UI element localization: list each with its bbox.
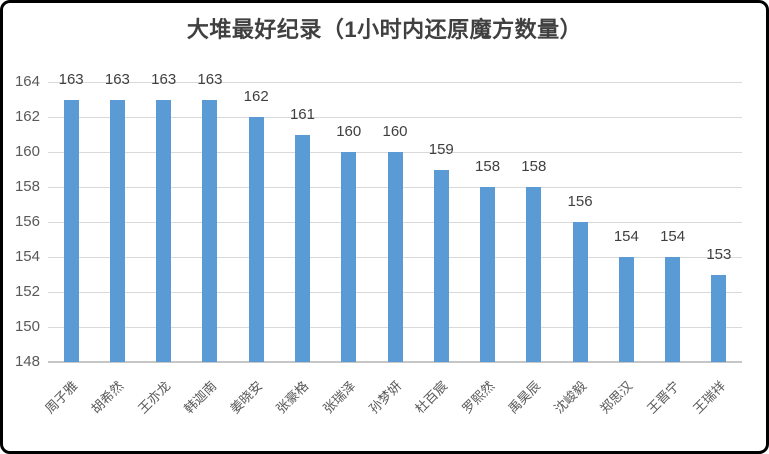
bar <box>294 134 310 362</box>
chart-title: 大堆最好纪录（1小时内还原魔方数量） <box>186 17 583 42</box>
y-axis-tick-label: 160 <box>14 143 40 160</box>
bar <box>711 274 727 362</box>
bar-value-label: 163 <box>104 70 130 88</box>
y-axis-tick-label: 158 <box>14 178 40 195</box>
bar <box>480 187 496 362</box>
bar-value-label: 154 <box>660 228 686 245</box>
bar <box>341 152 357 362</box>
bar-value-label: 154 <box>613 228 639 245</box>
y-axis-tick-label: 156 <box>14 213 40 230</box>
y-axis-tick-label: 162 <box>14 108 40 125</box>
gridline <box>48 82 742 83</box>
y-axis-tick-label: 164 <box>14 73 40 90</box>
bar-value-label: 160 <box>382 123 408 140</box>
y-axis-tick-label: 150 <box>14 318 40 335</box>
bar <box>109 99 125 362</box>
gridline <box>48 117 742 118</box>
bar <box>387 152 403 362</box>
bar <box>156 99 172 362</box>
bar-value-label: 160 <box>336 123 362 140</box>
bar-value-label: 158 <box>521 158 547 175</box>
bar-value-label: 158 <box>475 158 501 175</box>
bar <box>618 257 634 362</box>
bar-value-label: 163 <box>58 70 84 88</box>
bar <box>248 117 264 362</box>
bar-value-label: 162 <box>243 88 269 105</box>
bar-value-label: 156 <box>567 193 593 210</box>
y-axis-tick-label: 154 <box>14 248 40 265</box>
bar-value-label: 163 <box>151 70 177 88</box>
y-axis-tick-label: 148 <box>14 353 40 370</box>
bar <box>526 187 542 362</box>
bar <box>63 99 79 362</box>
x-axis-line <box>48 361 742 363</box>
y-axis-tick-label: 152 <box>14 283 40 300</box>
bar-value-label: 153 <box>706 245 732 263</box>
bar <box>433 169 449 362</box>
bar-value-label: 161 <box>289 105 315 123</box>
bar <box>202 99 218 362</box>
bar-value-label: 159 <box>428 140 454 158</box>
bar-value-label: 163 <box>197 70 223 88</box>
bar <box>665 257 681 362</box>
bar <box>572 222 588 362</box>
